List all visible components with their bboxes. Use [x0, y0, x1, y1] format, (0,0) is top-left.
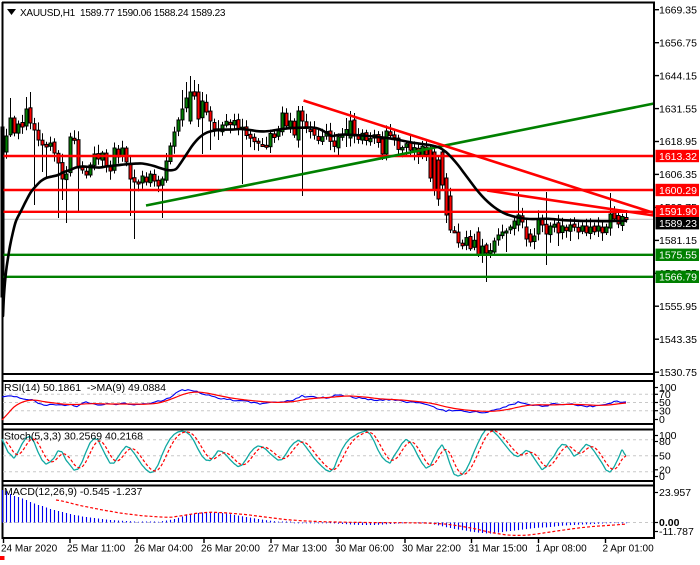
svg-text:1591.90: 1591.90	[659, 206, 697, 218]
svg-text:1555.95: 1555.95	[659, 301, 697, 313]
svg-text:1581.15: 1581.15	[659, 235, 697, 247]
svg-text:1589.23: 1589.23	[659, 218, 697, 230]
svg-text:1606.35: 1606.35	[659, 169, 697, 181]
svg-text:0.00: 0.00	[659, 517, 680, 529]
svg-text:50: 50	[659, 451, 671, 463]
svg-text:1566.79: 1566.79	[659, 272, 697, 284]
svg-text:1669.35: 1669.35	[659, 4, 697, 16]
svg-text:26 Mar 20:00: 26 Mar 20:00	[201, 544, 260, 555]
svg-text:26 Mar 04:00: 26 Mar 04:00	[134, 544, 193, 555]
svg-text:31 Mar 15:00: 31 Mar 15:00	[469, 544, 528, 555]
svg-text:25 Mar 11:00: 25 Mar 11:00	[67, 544, 126, 555]
svg-text:30: 30	[659, 405, 671, 417]
svg-text:1530.75: 1530.75	[659, 367, 697, 379]
svg-text:20: 20	[659, 465, 671, 477]
svg-text:30 Mar 22:00: 30 Mar 22:00	[402, 544, 461, 555]
svg-text:1644.15: 1644.15	[659, 70, 697, 82]
svg-text:23.957: 23.957	[659, 487, 691, 499]
svg-text:100: 100	[659, 430, 677, 442]
svg-text:27 Mar 13:00: 27 Mar 13:00	[268, 544, 327, 555]
svg-text:30 Mar 06:00: 30 Mar 06:00	[335, 544, 394, 555]
svg-text:70: 70	[659, 389, 671, 401]
svg-text:24 Mar 2020: 24 Mar 2020	[1, 544, 58, 555]
svg-text:RSI(14) 50.1861 ->MA(9) 49.08: RSI(14) 50.1861 ->MA(9) 49.0884	[4, 382, 166, 394]
svg-text:XAUUSD,H1 1589.77 1590.06 158: XAUUSD,H1 1589.77 1590.06 1588.24 1589.2…	[20, 8, 226, 19]
svg-text:50: 50	[659, 397, 671, 409]
svg-text:1613.32: 1613.32	[659, 151, 697, 163]
svg-text:80: 80	[659, 436, 671, 448]
svg-text:1618.95: 1618.95	[659, 136, 697, 148]
svg-text:Stoch(5,3,3) 30.2569 40.2168: Stoch(5,3,3) 30.2569 40.2168	[4, 431, 143, 443]
svg-text:1543.35: 1543.35	[659, 334, 697, 346]
svg-text:-11.787: -11.787	[659, 526, 694, 538]
svg-text:1631.55: 1631.55	[659, 103, 697, 115]
svg-text:1575.55: 1575.55	[659, 250, 697, 262]
svg-text:1600.29: 1600.29	[659, 185, 697, 197]
svg-text:1656.75: 1656.75	[659, 37, 697, 49]
svg-text:1 Apr 08:00: 1 Apr 08:00	[536, 544, 588, 555]
svg-text:0: 0	[659, 414, 665, 426]
svg-text:2 Apr 01:00: 2 Apr 01:00	[603, 544, 655, 555]
svg-text:0: 0	[659, 471, 665, 483]
svg-text:100: 100	[659, 382, 677, 394]
svg-text:MACD(12,26,9) -0.545 -1.237: MACD(12,26,9) -0.545 -1.237	[4, 486, 142, 498]
